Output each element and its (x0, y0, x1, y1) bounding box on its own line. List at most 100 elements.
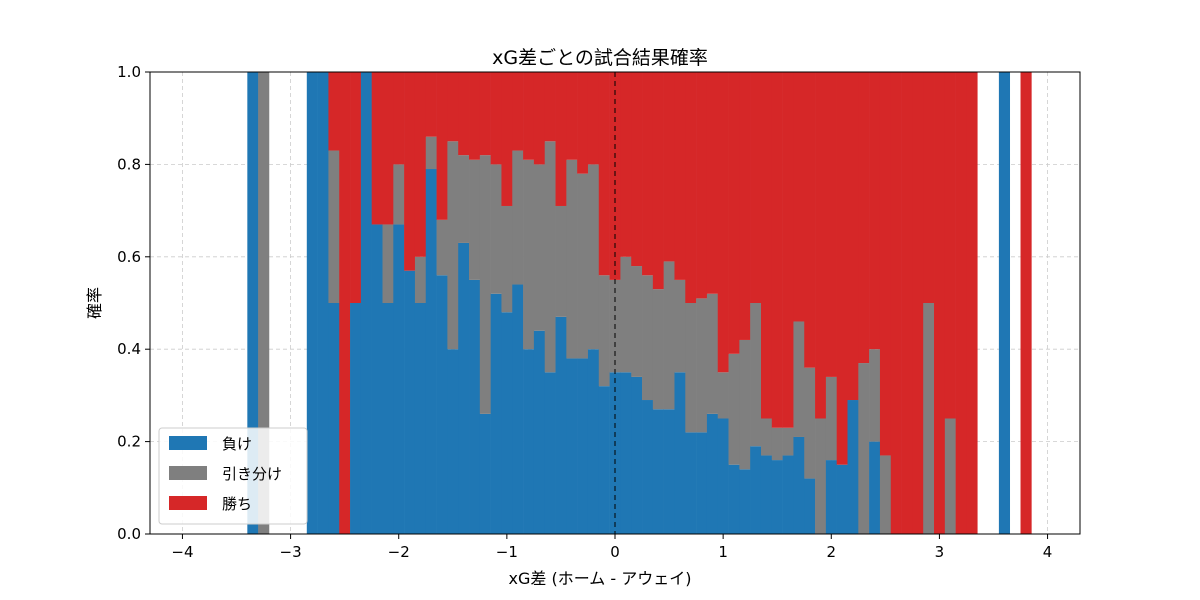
bar-segment-win (566, 72, 578, 160)
bar-segment-loss (566, 358, 578, 534)
bar-segment-loss (793, 436, 805, 534)
bar-segment-win (771, 72, 783, 428)
bar-segment-win (490, 72, 502, 165)
bar-segment-win (339, 72, 351, 534)
bar-segment-win (479, 72, 491, 156)
bar-segment-loss (652, 409, 664, 534)
chart-title: xG差ごとの試合結果確率 (492, 47, 708, 69)
bar-segment-win (598, 72, 610, 276)
bar-segment-loss (512, 284, 524, 534)
bar-segment-loss (998, 72, 1011, 534)
legend-label-draw: 引き分け (222, 465, 282, 483)
bar-segment-win (631, 72, 643, 267)
bar-segment-win (750, 72, 762, 303)
bar-segment-loss (869, 441, 881, 534)
bar-segment-loss (587, 349, 600, 534)
bar-segment-win (782, 72, 794, 428)
bar-segment-win (944, 72, 956, 419)
bar-segment-win (912, 72, 924, 534)
bar-segment-draw (458, 155, 470, 243)
bar-segment-loss (393, 224, 405, 534)
bar-segment-draw (782, 427, 794, 456)
bar-segment-win (1020, 72, 1032, 534)
bar-segment-loss (382, 303, 394, 534)
bar-segment-draw (858, 363, 870, 534)
bar-segment-loss (620, 372, 632, 534)
bar-segment-draw (479, 155, 491, 414)
bar-segment-draw (804, 367, 816, 479)
bar-segment-win (587, 72, 600, 165)
bar-segment-loss (350, 303, 362, 534)
bar-segment-draw (923, 303, 935, 534)
bar-segment-loss (577, 358, 589, 534)
bar-segment-win (706, 72, 719, 294)
bar-segment-loss (804, 478, 816, 534)
bar-segment-win (523, 72, 535, 160)
bar-segment-loss (663, 409, 675, 534)
bar-segment-draw (771, 427, 783, 461)
y-tick-label: 0.6 (117, 248, 141, 266)
bar-segment-draw (652, 289, 664, 410)
bar-segment-loss (685, 432, 697, 534)
legend: 負け 引き分け 勝ち (158, 427, 308, 525)
bar-segment-loss (717, 418, 729, 534)
bar-segment-win (533, 72, 546, 165)
bar-segment-loss (436, 275, 448, 534)
bar-segment-loss (782, 455, 794, 534)
bar-segment-loss (371, 224, 383, 534)
bar-segment-draw (469, 159, 481, 280)
bar-segment-win (901, 72, 913, 534)
bar-segment-loss (674, 372, 686, 534)
bar-segment-draw (944, 418, 956, 534)
bar-segment-loss (847, 400, 859, 534)
bar-segment-win (728, 72, 740, 354)
bar-segment-loss (544, 372, 556, 534)
bar-segment-loss (555, 316, 567, 534)
bar-segment-loss (306, 72, 318, 534)
bar-segment-draw (577, 173, 589, 359)
bar-segment-draw (490, 164, 502, 294)
bar-segment-draw (620, 256, 632, 373)
bar-segment-loss (501, 312, 513, 534)
x-tick-label: 2 (827, 543, 837, 561)
y-axis-title: 確率 (85, 287, 104, 319)
bar-segment-draw (869, 349, 881, 442)
bar-segment-draw (663, 261, 675, 410)
bar-segment-win (804, 72, 816, 368)
bar-segment-draw (566, 159, 578, 359)
bar-segment-loss (360, 72, 372, 534)
bar-segment-win (869, 72, 881, 350)
y-tick-label: 0.8 (117, 155, 141, 173)
bar-segment-win (501, 72, 513, 206)
y-tick-label: 0.2 (117, 433, 141, 451)
bar-segment-loss (750, 446, 762, 534)
bar-segment-loss (523, 349, 535, 534)
axis-ticks: −4 −3 −2 −1 0 1 2 3 4 0.0 0.2 0.4 0.6 0.8 1.0 (117, 63, 1052, 561)
bar-segment-draw (825, 376, 837, 461)
bar-segment-draw (631, 266, 643, 377)
legend-swatch-win (169, 496, 207, 510)
bar-segment-win (793, 72, 805, 322)
bar-segment-loss (696, 432, 708, 534)
bar-segment-draw (425, 136, 437, 170)
bar-segment-draw (447, 141, 459, 350)
bar-segment-win (544, 72, 556, 142)
bar-segment-draw (717, 372, 729, 419)
x-axis-title: xG差 (ホーム - アウェイ) (509, 569, 692, 588)
bar-segment-loss (479, 413, 491, 534)
bar-segment-loss (458, 242, 470, 534)
bar-segment-draw (728, 353, 740, 465)
y-tick-label: 1.0 (117, 63, 141, 81)
bar-segment-win (328, 72, 340, 151)
bar-segment-loss (414, 303, 427, 534)
bar-segment-win (674, 72, 686, 280)
bar-segment-loss (771, 460, 783, 534)
bar-segment-loss (739, 469, 751, 534)
bar-segment-win (642, 72, 654, 276)
bar-segment-draw (544, 141, 556, 373)
bar-segment-loss (706, 413, 719, 534)
bar-segment-loss (598, 386, 610, 534)
bar-segment-win (436, 72, 448, 220)
y-tick-label: 0.4 (117, 340, 141, 358)
